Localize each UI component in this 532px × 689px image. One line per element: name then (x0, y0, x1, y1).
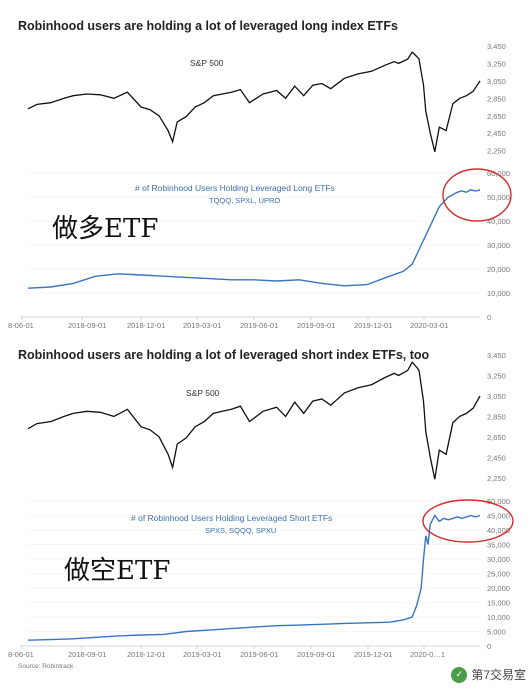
sp500-y-tick: 2,850 (487, 412, 506, 421)
sp500-line (27, 361, 481, 480)
watermark: ✓ 第7交易室 (451, 666, 526, 683)
users-line (27, 514, 481, 641)
sp500-line (27, 51, 481, 152)
tickers-label: SPXS, SQQQ, SPXU (205, 526, 276, 535)
users-y-tick: 5,000 (487, 628, 506, 637)
tickers-label: TQQQ, SPXL, UPRO (209, 196, 280, 205)
users-y-tick: 10,000 (487, 289, 510, 298)
highlight-circle (422, 499, 514, 543)
users-y-tick: 25,000 (487, 570, 510, 579)
x-tick-label: 2018-09-01 (68, 321, 106, 330)
sp500-y-tick: 2,450 (487, 129, 506, 138)
x-tick-label: 2018-09-01 (68, 650, 106, 659)
long-etf-panel: Robinhood users are holding a lot of lev… (0, 0, 532, 338)
users-y-tick: 15,000 (487, 599, 510, 608)
users-y-tick: 30,000 (487, 555, 510, 564)
x-tick-label: 2020-0…1 (410, 650, 445, 659)
short-panel-title: Robinhood users are holding a lot of lev… (18, 348, 430, 362)
watermark-text: 第7交易室 (471, 668, 526, 682)
sp500-y-tick: 2,450 (487, 453, 506, 462)
x-tick-label: 2019-06-01 (240, 321, 278, 330)
sp500-y-tick: 3,450 (487, 42, 506, 51)
sp500-label: S&P 500 (190, 58, 224, 68)
x-tick-label: 2019-09-01 (297, 321, 335, 330)
sp500-y-tick: 2,250 (487, 474, 506, 483)
users-y-tick: 0 (487, 313, 491, 322)
sp500-y-tick: 2,250 (487, 147, 506, 156)
users-y-tick: 50,000 (487, 193, 510, 202)
users-y-tick: 0 (487, 642, 491, 651)
wechat-icon: ✓ (451, 666, 468, 683)
users-y-tick: 45,000 (487, 512, 510, 521)
sp500-y-tick: 3,250 (487, 59, 506, 68)
etf-annotation: 做空ETF (64, 556, 170, 586)
sp500-y-tick: 3,050 (487, 392, 506, 401)
x-tick-label: 2018-12-01 (127, 650, 165, 659)
sp500-y-tick: 3,050 (487, 77, 506, 86)
x-tick-label: 2019-09-01 (297, 650, 335, 659)
source-note: Source: Robintrack (18, 663, 74, 670)
sp500-y-tick: 2,850 (487, 94, 506, 103)
users-y-tick: 20,000 (487, 265, 510, 274)
long-etf-chart: 2,250 2,450 2,650 2,850 3,050 3,250 3,450 0 10,0… (8, 42, 512, 330)
sp500-y-tick: 3,250 (487, 371, 506, 380)
short-etf-panel: Robinhood users are holding a lot of lev… (0, 338, 532, 689)
x-tick-label: 2020-03-01 (410, 321, 448, 330)
sp500-y-tick: 3,450 (487, 351, 506, 360)
sp500-y-tick: 2,650 (487, 433, 506, 442)
users-y-tick: 30,000 (487, 241, 510, 250)
users-y-tick: 10,000 (487, 613, 510, 622)
sp500-y-tick: 2,650 (487, 112, 506, 121)
long-panel-title: Robinhood users are holding a lot of lev… (18, 19, 398, 33)
users-y-tick: 20,000 (487, 584, 510, 593)
x-tick-label: 2019-06-01 (240, 650, 278, 659)
short-etf-chart: 2,250 2,450 2,650 2,850 3,050 3,250 3,450 0 5,00… (8, 351, 514, 670)
x-tick-label: 2018-12-01 (127, 321, 165, 330)
x-tick-label: 2019-12-01 (354, 650, 392, 659)
etf-annotation: 做多ETF (52, 214, 158, 244)
users-y-tick: 50,000 (487, 497, 510, 506)
users-y-tick: 35,000 (487, 541, 510, 550)
users-y-tick: 60,000 (487, 169, 510, 178)
x-tick-label: 2019-03-01 (183, 321, 221, 330)
x-tick-label: 8-06-01 (8, 650, 34, 659)
x-tick-label: 2019-12-01 (354, 321, 392, 330)
users-series-label: # of Robinhood Users Holding Leveraged L… (135, 183, 335, 193)
x-tick-label: 8-06-01 (8, 321, 34, 330)
users-series-label: # of Robinhood Users Holding Leveraged S… (131, 513, 332, 523)
highlight-circle (442, 168, 512, 222)
x-tick-label: 2019-03-01 (183, 650, 221, 659)
users-line (27, 189, 481, 289)
users-y-tick: 40,000 (487, 217, 510, 226)
users-y-tick: 40,000 (487, 526, 510, 535)
sp500-label: S&P 500 (186, 388, 220, 398)
